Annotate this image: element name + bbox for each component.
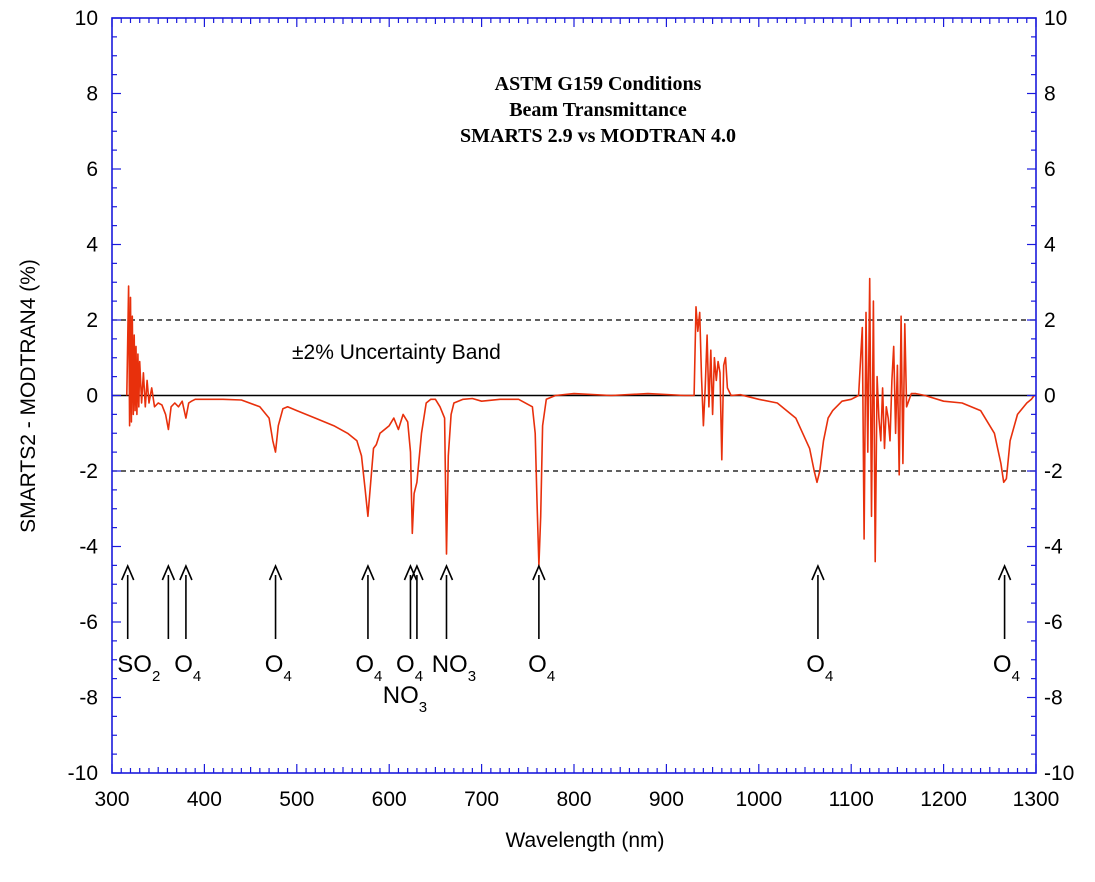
y-right-tick-label: 0 xyxy=(1044,385,1056,408)
x-tick-label: 500 xyxy=(279,788,314,811)
absorption-arrow xyxy=(179,563,193,639)
y-tick-labels: -10 -8 -6 -4 -2 0 2 4 6 8 10 xyxy=(68,7,99,785)
x-tick-label: 1200 xyxy=(920,788,967,811)
x-tick-label: 700 xyxy=(464,788,499,811)
y-tick-label: -4 xyxy=(79,536,98,559)
x-tick-label: 400 xyxy=(187,788,222,811)
title-line-2: Beam Transmittance xyxy=(509,99,687,121)
absorption-arrow xyxy=(997,563,1012,639)
y-tick-label: -6 xyxy=(79,611,98,634)
series-line xyxy=(126,277,1035,567)
arrow-head xyxy=(361,563,375,581)
y-right-tick-label: 6 xyxy=(1044,158,1056,181)
absorption-arrow xyxy=(120,563,135,639)
x-tick-label: 300 xyxy=(94,788,129,811)
title-line-1: ASTM G159 Conditions xyxy=(495,73,702,95)
y-right-tick-labels: -10 -8 -6 -4 -2 0 2 4 6 8 10 xyxy=(1044,7,1074,785)
molecule-label: SO2 xyxy=(117,651,160,685)
chart-title: ASTM G159 Conditions Beam Transmittance … xyxy=(460,73,736,147)
arrows xyxy=(120,563,1012,639)
y-right-tick-label: 10 xyxy=(1044,7,1067,30)
y-right-tick-label: -6 xyxy=(1044,611,1063,634)
arrow-head xyxy=(120,563,135,581)
y-tick-label: 2 xyxy=(86,309,98,332)
molecule-label: NO3 xyxy=(383,682,427,716)
y-tick-label: 8 xyxy=(86,83,98,106)
x-axis-title: Wavelength (nm) xyxy=(505,829,664,852)
x-tick-label: 1300 xyxy=(1013,788,1060,811)
uncertainty-band-label: ±2% Uncertainty Band xyxy=(292,341,501,364)
absorption-arrow xyxy=(439,563,454,639)
molecule-label: O4 xyxy=(993,651,1020,685)
y-axis-title: SMARTS2 - MODTRAN4 (%) xyxy=(17,259,40,533)
title-line-3: SMARTS 2.9 vs MODTRAN 4.0 xyxy=(460,125,736,147)
molecule-label: O4 xyxy=(528,651,555,685)
absorption-arrow xyxy=(361,563,375,639)
y-right-tick-label: -2 xyxy=(1044,460,1063,483)
x-tick-labels: 300 400 500 600 700 800 900 1000 1100 1200 1300 xyxy=(94,788,1059,811)
arrow-head xyxy=(161,563,176,581)
arrow-head xyxy=(179,563,193,581)
molecule-label: O4 xyxy=(806,651,833,685)
x-tick-label: 1100 xyxy=(829,788,874,811)
absorption-arrow xyxy=(532,563,546,639)
molecule-label: O4 xyxy=(265,651,292,685)
y-right-tick-label: 2 xyxy=(1044,309,1056,332)
x-tick-label: 900 xyxy=(649,788,684,811)
arrow-head xyxy=(997,563,1012,581)
y-tick-label: -2 xyxy=(79,460,98,483)
y-tick-label: -10 xyxy=(68,762,98,785)
molecule-label: O4 xyxy=(355,651,382,685)
x-tick-label: 800 xyxy=(556,788,591,811)
data-series xyxy=(126,277,1035,567)
arrow-head xyxy=(403,563,418,581)
absorption-arrow xyxy=(403,563,418,639)
arrow-head xyxy=(410,563,424,581)
arrow-head xyxy=(268,563,283,581)
plot-frame xyxy=(111,17,1037,774)
y-right-tick-label: 4 xyxy=(1044,234,1056,257)
arrow-head xyxy=(811,563,825,581)
y-tick-label: 10 xyxy=(75,7,98,30)
molecule-label: NO3 xyxy=(432,651,476,685)
arrow-head xyxy=(532,563,546,581)
x-tick-label: 600 xyxy=(372,788,407,811)
absorption-arrow xyxy=(410,563,424,639)
y-right-tick-label: 8 xyxy=(1044,83,1056,106)
y-tick-label: 0 xyxy=(86,385,98,408)
y-tick-label: 6 xyxy=(86,158,98,181)
y-tick-label: 4 xyxy=(86,234,98,257)
absorption-arrow xyxy=(161,563,176,639)
absorption-arrow xyxy=(268,563,283,639)
y-right-tick-label: -4 xyxy=(1044,536,1063,559)
absorption-arrow xyxy=(811,563,825,639)
y-tick-label: -8 xyxy=(79,687,98,710)
arrow-head xyxy=(439,563,454,581)
y-right-tick-label: -8 xyxy=(1044,687,1063,710)
y-right-tick-label: -10 xyxy=(1044,762,1074,785)
molecule-label: O4 xyxy=(174,651,201,685)
molecule-label: O4 xyxy=(396,651,423,685)
x-tick-label: 1000 xyxy=(735,788,782,811)
